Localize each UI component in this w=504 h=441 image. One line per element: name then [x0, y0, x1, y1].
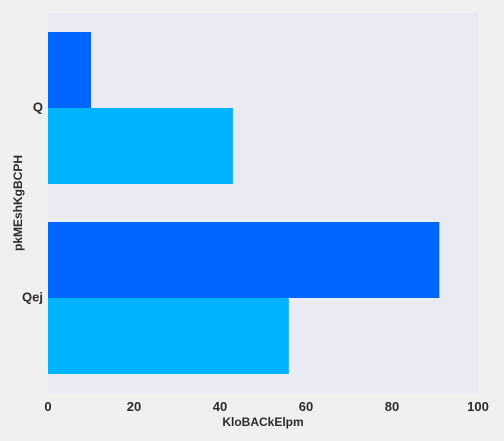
x-tick-label-100: 100 [467, 399, 489, 414]
x-tick-label-20: 20 [127, 399, 141, 414]
bar-qej-series-1 [48, 222, 440, 298]
y-tick-label-qej: Qej [22, 289, 43, 304]
bars-group [48, 32, 440, 374]
x-tick-labels: 0 20 40 60 80 100 [44, 399, 488, 414]
y-tick-label-q: Q [33, 99, 43, 114]
x-axis-title: KloBACkElpm [222, 415, 303, 429]
y-axis-title: pkMEshKgBCPH [11, 155, 25, 251]
x-tick-label-60: 60 [299, 399, 313, 414]
x-tick-label-0: 0 [44, 399, 51, 414]
bar-qej-series-2 [48, 298, 289, 374]
y-tick-labels: Q Qej [22, 99, 43, 304]
bar-q-series-1 [48, 32, 91, 108]
x-tick-label-40: 40 [213, 399, 227, 414]
bar-q-series-2 [48, 108, 233, 184]
x-tick-label-80: 80 [385, 399, 399, 414]
